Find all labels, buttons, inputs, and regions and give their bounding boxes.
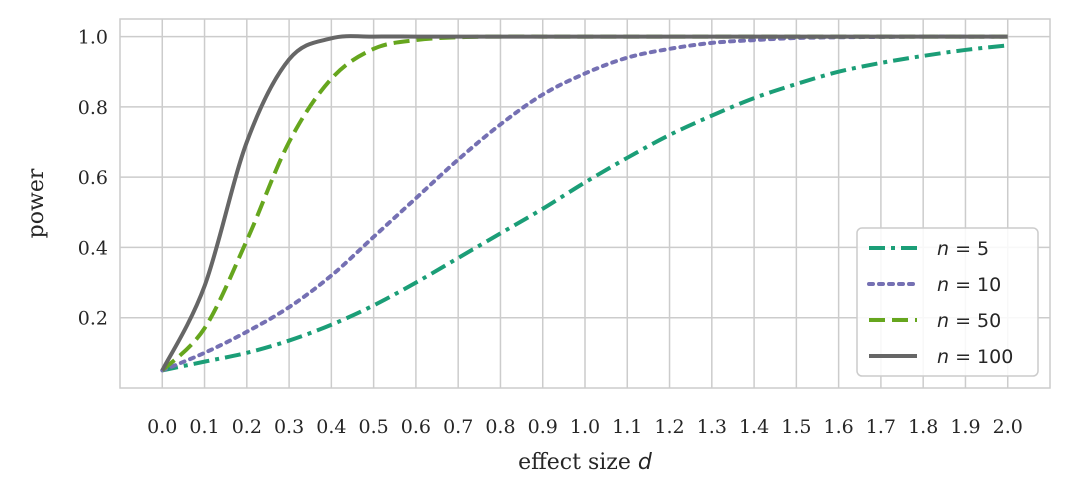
series-line-n100 <box>160 34 1008 372</box>
x-tick-label: 0.0 <box>147 416 177 438</box>
x-tick-label: 1.0 <box>570 416 600 438</box>
legend-value: 100 <box>977 346 1013 368</box>
legend: n = 5n = 10n = 50n = 100 <box>856 227 1039 377</box>
x-tick-label: 0.9 <box>528 416 558 438</box>
x-tick-label: 0.5 <box>359 416 389 438</box>
y-tick-label: 0.6 <box>78 167 108 189</box>
x-tick-label: 0.3 <box>274 416 304 438</box>
plot-frame <box>119 18 1051 389</box>
legend-label: n = 10 <box>937 274 1001 296</box>
x-axis-label: effect size d <box>518 450 653 475</box>
x-tick-label: 1.1 <box>612 416 642 438</box>
x-tick-label: 1.4 <box>739 416 769 438</box>
legend-eq: = <box>949 346 977 368</box>
x-tick-label: 0.8 <box>485 416 515 438</box>
x-tick-label: 0.7 <box>443 416 473 438</box>
legend-value: 10 <box>977 274 1001 296</box>
x-tick-labels: 0.0 0.1 0.2 0.3 0.4 0.5 0.6 0.7 0.8 0.9 1.0 1.1 1.2 1… <box>147 416 1023 438</box>
x-tick-label: 0.4 <box>316 416 346 438</box>
legend-eq: = <box>949 238 977 260</box>
legend-var: n <box>937 274 949 296</box>
x-tick-label: 0.2 <box>232 416 262 438</box>
x-tick-label: 0.1 <box>189 416 219 438</box>
legend-box <box>856 227 1039 377</box>
legend-value: 5 <box>977 238 989 260</box>
y-tick-label: 0.2 <box>78 308 108 330</box>
legend-value: 50 <box>977 310 1001 332</box>
x-tick-label: 1.8 <box>908 416 938 438</box>
y-tick-label: 1.0 <box>78 27 108 49</box>
x-tick-label: 1.2 <box>654 416 684 438</box>
y-tick-label: 0.8 <box>78 97 108 119</box>
y-axis-label: power <box>24 168 49 238</box>
legend-label: n = 50 <box>937 310 1001 332</box>
series-line-n5 <box>161 43 1008 373</box>
legend-var: n <box>937 346 949 368</box>
x-tick-label: 1.7 <box>866 416 896 438</box>
x-tick-label: 1.6 <box>824 416 854 438</box>
x-tick-label: 0.6 <box>401 416 431 438</box>
x-tick-label: 1.9 <box>950 416 980 438</box>
legend-var: n <box>937 238 949 260</box>
legend-var: n <box>937 310 949 332</box>
x-tick-label: 1.3 <box>697 416 727 438</box>
y-tick-labels: 0.2 0.4 0.6 0.8 1.0 <box>78 27 108 330</box>
legend-eq: = <box>949 310 977 332</box>
series-lines <box>160 34 1010 373</box>
y-tick-label: 0.4 <box>78 237 108 259</box>
x-tick-label: 2.0 <box>993 416 1023 438</box>
legend-eq: = <box>949 274 977 296</box>
legend-label: n = 100 <box>937 346 1013 368</box>
x-tick-label: 1.5 <box>781 416 811 438</box>
legend-label: n = 5 <box>937 238 989 260</box>
